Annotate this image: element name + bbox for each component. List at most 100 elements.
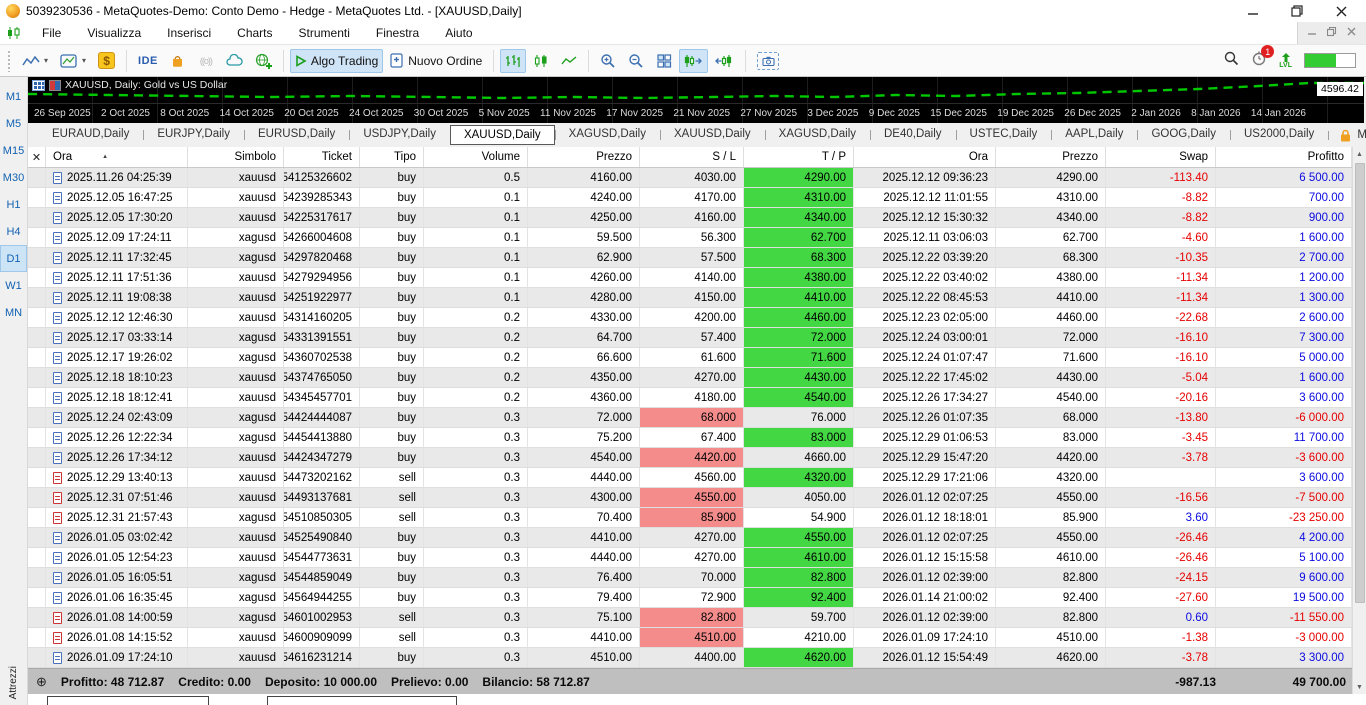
table-row[interactable]: 2026.01.05 12:54:23 xauusd 54544773631 b…: [28, 548, 1352, 568]
table-row[interactable]: 2026.01.05 03:02:42 xauusd 54525490840 b…: [28, 528, 1352, 548]
child-close-button[interactable]: [1347, 27, 1356, 39]
deposit-button[interactable]: $: [93, 49, 120, 73]
menu-item[interactable]: Inserisci: [154, 23, 224, 43]
table-row[interactable]: 2025.12.29 13:40:13 xauusd 54473202162 s…: [28, 468, 1352, 488]
col-prezzo[interactable]: Prezzo: [528, 147, 640, 167]
table-row[interactable]: 2025.11.26 04:25:39 xauusd 54125326602 b…: [28, 168, 1352, 188]
menu-item[interactable]: Strumenti: [286, 23, 363, 43]
scroll-down-button[interactable]: ▼: [1356, 680, 1363, 694]
child-minimize-button[interactable]: [1308, 27, 1317, 39]
chart-tab[interactable]: USDJPY,Daily: [349, 125, 450, 145]
col-tipo[interactable]: Tipo: [360, 147, 424, 167]
timeframe-button[interactable]: M15: [0, 137, 27, 164]
table-row[interactable]: 2025.12.26 17:34:12 xauusd 54424347279 b…: [28, 448, 1352, 468]
circled-plus-icon[interactable]: ⊕: [36, 674, 47, 690]
col-tp[interactable]: T / P: [744, 147, 854, 167]
table-row[interactable]: 2025.12.05 17:30:20 xauusd 54225317617 b…: [28, 208, 1352, 228]
restore-button[interactable]: [1290, 4, 1304, 18]
toolbox-tab-partial[interactable]: [267, 696, 457, 705]
timeframe-button[interactable]: H4: [0, 218, 27, 245]
menu-item[interactable]: Finestra: [363, 23, 432, 43]
scrollbar-thumb[interactable]: [1355, 163, 1365, 603]
table-scrollbar[interactable]: ▲ ▼: [1352, 147, 1366, 694]
chart-tab[interactable]: US2000,Daily: [1230, 125, 1328, 145]
zoom-out-button[interactable]: [623, 49, 649, 73]
vps-cloud-button[interactable]: [221, 49, 248, 73]
table-row[interactable]: 2025.12.17 19:26:02 xagusd 54360702538 b…: [28, 348, 1352, 368]
col-prezzo-close[interactable]: Prezzo: [996, 147, 1106, 167]
connection-indicator[interactable]: [1304, 53, 1356, 68]
table-row[interactable]: 2025.12.18 18:10:23 xauusd 54374765050 b…: [28, 368, 1352, 388]
table-row[interactable]: 2025.12.12 12:46:30 xauusd 54314160205 b…: [28, 308, 1352, 328]
table-row[interactable]: 2025.12.17 03:33:14 xagusd 54331391551 b…: [28, 328, 1352, 348]
close-panel-button[interactable]: ✕: [28, 147, 46, 167]
col-profitto[interactable]: Profitto: [1216, 147, 1352, 167]
cursor-tool-button[interactable]: ▾: [17, 49, 53, 73]
menu-item[interactable]: Aiuto: [432, 23, 485, 43]
signals-button[interactable]: ((o)): [193, 49, 219, 73]
close-button[interactable]: [1334, 4, 1348, 18]
zoom-in-button[interactable]: [595, 49, 621, 73]
scroll-up-button[interactable]: ▲: [1356, 147, 1363, 161]
search-button[interactable]: [1224, 51, 1239, 71]
table-row[interactable]: 2025.12.11 19:08:38 xauusd 54251922977 b…: [28, 288, 1352, 308]
algo-trading-button[interactable]: Algo Trading: [290, 49, 383, 73]
table-row[interactable]: 2025.12.09 17:24:11 xagusd 54266004608 b…: [28, 228, 1352, 248]
table-row[interactable]: 2025.12.18 18:12:41 xauusd 54345457701 b…: [28, 388, 1352, 408]
notifications-button[interactable]: 1: [1251, 50, 1267, 71]
timeframe-button[interactable]: W1: [0, 272, 27, 299]
indicators-button[interactable]: ▾: [55, 49, 91, 73]
col-sl[interactable]: S / L: [640, 147, 744, 167]
tile-windows-button[interactable]: [651, 49, 677, 73]
table-row[interactable]: 2025.12.31 07:51:46 xauusd 54493137681 s…: [28, 488, 1352, 508]
auto-scroll-button[interactable]: [679, 49, 708, 73]
col-ora[interactable]: Ora▲: [46, 147, 188, 167]
chart-shift-button[interactable]: [710, 49, 739, 73]
new-order-button[interactable]: Nuovo Ordine: [385, 49, 487, 73]
table-row[interactable]: 2025.12.31 21:57:43 xagusd 54510850305 s…: [28, 508, 1352, 528]
toolbox-tab-partial[interactable]: [47, 696, 209, 705]
table-row[interactable]: 2026.01.08 14:15:52 xauusd 54600909099 s…: [28, 628, 1352, 648]
chart-tab[interactable]: GOOG,Daily: [1137, 125, 1230, 145]
web-terminal-button[interactable]: [250, 49, 277, 73]
timeframe-button[interactable]: MN: [0, 299, 27, 326]
col-volume[interactable]: Volume: [424, 147, 528, 167]
chart-tab[interactable]: AAPL,Daily: [1051, 125, 1137, 145]
chart-tab[interactable]: DE40,Daily: [870, 125, 956, 145]
tab-market[interactable]: Market: [1328, 126, 1366, 145]
table-row[interactable]: 2026.01.09 17:24:10 xauusd 54616231214 b…: [28, 648, 1352, 668]
col-ora-close[interactable]: Ora: [854, 147, 996, 167]
ide-button[interactable]: IDE: [133, 49, 163, 73]
table-row[interactable]: 2026.01.05 16:05:51 xagusd 54544859049 b…: [28, 568, 1352, 588]
table-row[interactable]: 2025.12.11 17:51:36 xauusd 54279294956 b…: [28, 268, 1352, 288]
table-row[interactable]: 2025.12.26 12:22:34 xagusd 54454413880 b…: [28, 428, 1352, 448]
lvl-indicator[interactable]: LVL: [1279, 53, 1292, 69]
table-row[interactable]: 2025.12.24 02:43:09 xagusd 54424444087 b…: [28, 408, 1352, 428]
data-window-icon[interactable]: [32, 80, 45, 91]
table-row[interactable]: 2026.01.06 16:35:45 xagusd 54564944255 b…: [28, 588, 1352, 608]
chart-tab[interactable]: USTEC,Daily: [956, 125, 1052, 145]
minimize-button[interactable]: [1246, 4, 1260, 18]
table-row[interactable]: 2026.01.08 14:00:59 xagusd 54601002953 s…: [28, 608, 1352, 628]
market-store-button[interactable]: [165, 49, 191, 73]
chart-tab[interactable]: XAGUSD,Daily: [765, 125, 870, 145]
timeframe-button[interactable]: M5: [0, 110, 27, 137]
col-simbolo[interactable]: Simbolo: [188, 147, 284, 167]
menu-item[interactable]: Visualizza: [74, 23, 154, 43]
chart-tab[interactable]: EURJPY,Daily: [143, 125, 244, 145]
timeframe-button[interactable]: M30: [0, 164, 27, 191]
chart-area[interactable]: XAUUSD, Daily: Gold vs US Dollar 4596.42…: [28, 77, 1366, 123]
chart-tab[interactable]: EURUSD,Daily: [244, 125, 349, 145]
col-swap[interactable]: Swap: [1106, 147, 1216, 167]
screenshot-button[interactable]: [752, 49, 784, 73]
timeframe-button[interactable]: M1: [0, 83, 27, 110]
chart-tab[interactable]: XAUUSD,Daily: [450, 125, 555, 145]
line-chart-mode-button[interactable]: [556, 49, 582, 73]
chart-tab[interactable]: EURAUD,Daily: [38, 125, 143, 145]
timeframe-button[interactable]: H1: [0, 191, 27, 218]
chart-tab[interactable]: XAUUSD,Daily: [660, 125, 765, 145]
menu-item[interactable]: Charts: [224, 23, 285, 43]
table-row[interactable]: 2025.12.05 16:47:25 xauusd 54239285343 b…: [28, 188, 1352, 208]
toolbar-drag-handle[interactable]: [7, 50, 12, 72]
menu-item[interactable]: File: [29, 23, 74, 43]
